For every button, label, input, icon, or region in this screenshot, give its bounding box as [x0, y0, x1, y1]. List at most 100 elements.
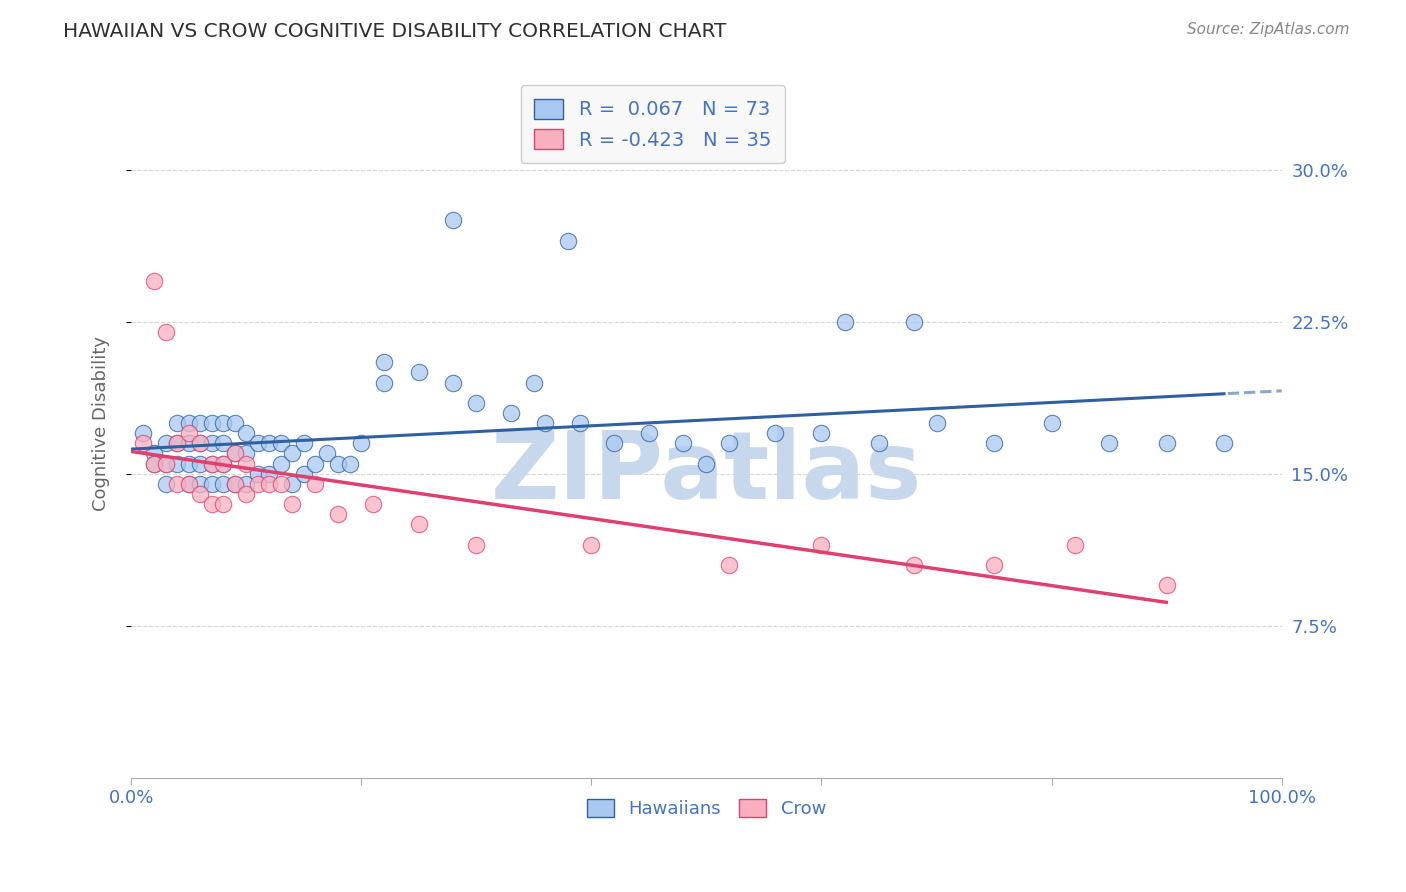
- Point: [350, 436, 373, 450]
- Point: [224, 476, 246, 491]
- Point: [155, 457, 177, 471]
- Point: [983, 436, 1005, 450]
- Point: [177, 426, 200, 441]
- Point: [257, 436, 280, 450]
- Point: [235, 457, 257, 471]
- Point: [155, 457, 177, 471]
- Point: [246, 467, 269, 481]
- Point: [143, 446, 166, 460]
- Text: ZIPatlas: ZIPatlas: [491, 426, 922, 518]
- Point: [201, 497, 224, 511]
- Point: [1156, 436, 1178, 450]
- Point: [465, 396, 488, 410]
- Point: [270, 457, 292, 471]
- Point: [235, 476, 257, 491]
- Point: [224, 416, 246, 430]
- Point: [188, 487, 211, 501]
- Point: [177, 476, 200, 491]
- Point: [131, 426, 153, 441]
- Point: [983, 558, 1005, 572]
- Point: [373, 376, 395, 390]
- Point: [235, 446, 257, 460]
- Point: [188, 436, 211, 450]
- Point: [212, 416, 235, 430]
- Point: [257, 476, 280, 491]
- Point: [270, 436, 292, 450]
- Point: [672, 436, 695, 450]
- Point: [235, 487, 257, 501]
- Point: [292, 467, 315, 481]
- Point: [212, 436, 235, 450]
- Point: [166, 416, 188, 430]
- Point: [143, 457, 166, 471]
- Point: [1040, 416, 1063, 430]
- Point: [718, 436, 741, 450]
- Point: [557, 234, 579, 248]
- Y-axis label: Cognitive Disability: Cognitive Disability: [93, 335, 110, 510]
- Point: [281, 476, 304, 491]
- Point: [177, 476, 200, 491]
- Point: [810, 538, 832, 552]
- Point: [1156, 578, 1178, 592]
- Point: [188, 457, 211, 471]
- Point: [212, 457, 235, 471]
- Point: [224, 446, 246, 460]
- Point: [304, 476, 326, 491]
- Point: [903, 558, 925, 572]
- Point: [465, 538, 488, 552]
- Point: [166, 436, 188, 450]
- Point: [834, 315, 856, 329]
- Point: [328, 457, 350, 471]
- Point: [361, 497, 384, 511]
- Point: [765, 426, 787, 441]
- Point: [373, 355, 395, 369]
- Point: [155, 476, 177, 491]
- Point: [143, 274, 166, 288]
- Point: [441, 376, 464, 390]
- Point: [201, 476, 224, 491]
- Point: [292, 436, 315, 450]
- Point: [534, 416, 557, 430]
- Point: [246, 436, 269, 450]
- Point: [638, 426, 661, 441]
- Point: [810, 426, 832, 441]
- Point: [281, 497, 304, 511]
- Point: [166, 476, 188, 491]
- Point: [166, 457, 188, 471]
- Text: HAWAIIAN VS CROW COGNITIVE DISABILITY CORRELATION CHART: HAWAIIAN VS CROW COGNITIVE DISABILITY CO…: [63, 22, 727, 41]
- Point: [212, 497, 235, 511]
- Point: [1213, 436, 1236, 450]
- Point: [224, 476, 246, 491]
- Point: [212, 476, 235, 491]
- Point: [201, 457, 224, 471]
- Point: [868, 436, 890, 450]
- Point: [499, 406, 522, 420]
- Point: [224, 446, 246, 460]
- Point: [155, 436, 177, 450]
- Point: [166, 436, 188, 450]
- Point: [177, 436, 200, 450]
- Point: [408, 365, 430, 379]
- Point: [718, 558, 741, 572]
- Point: [1063, 538, 1085, 552]
- Point: [281, 446, 304, 460]
- Point: [257, 467, 280, 481]
- Point: [523, 376, 546, 390]
- Point: [695, 457, 717, 471]
- Point: [441, 213, 464, 227]
- Point: [201, 416, 224, 430]
- Point: [188, 476, 211, 491]
- Text: Source: ZipAtlas.com: Source: ZipAtlas.com: [1187, 22, 1350, 37]
- Point: [603, 436, 626, 450]
- Point: [581, 538, 603, 552]
- Point: [177, 416, 200, 430]
- Point: [270, 476, 292, 491]
- Point: [328, 507, 350, 521]
- Point: [188, 436, 211, 450]
- Point: [304, 457, 326, 471]
- Point: [246, 476, 269, 491]
- Point: [155, 325, 177, 339]
- Point: [177, 457, 200, 471]
- Point: [903, 315, 925, 329]
- Point: [131, 436, 153, 450]
